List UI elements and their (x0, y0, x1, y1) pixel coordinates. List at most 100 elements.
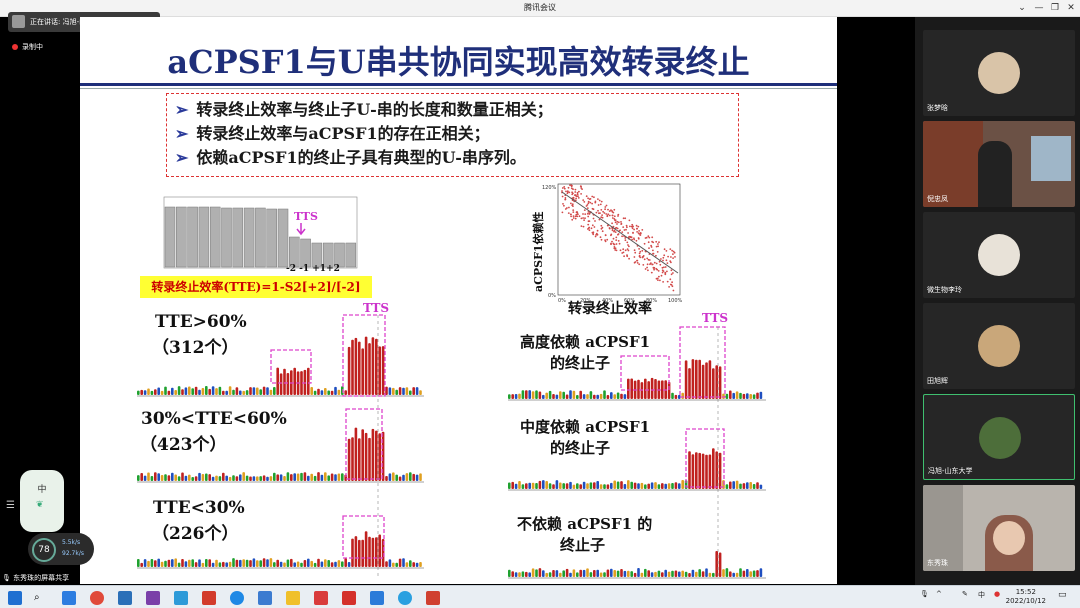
participant-tile[interactable]: 东秀珠 (923, 485, 1075, 571)
scatter-point (625, 224, 628, 227)
scatter-point (561, 190, 563, 192)
participant-tile[interactable]: 张梦晗 (923, 30, 1075, 116)
tray-up-icon[interactable]: ^ (936, 590, 942, 598)
logo-letter (279, 561, 283, 567)
scatter-point (623, 255, 625, 258)
windows-start-icon[interactable] (8, 591, 22, 605)
ime-indicator[interactable]: 中 (978, 591, 985, 599)
app-icon[interactable] (90, 591, 104, 605)
logo-letter (354, 427, 358, 481)
logo-letter (361, 429, 364, 481)
participant-tile[interactable]: 冯旭-山东大学 (923, 394, 1075, 480)
logo-letter (225, 390, 228, 395)
tray-pen-icon[interactable]: ✎ (962, 590, 968, 598)
scatter-point (577, 213, 579, 216)
logo-letter (160, 390, 164, 395)
tte-formula: 转录终止效率(TTE)=1-S2[+2]/[-2] (140, 276, 372, 298)
logo-letter (147, 560, 150, 567)
logo-letter (654, 379, 657, 399)
logo-letter (661, 483, 664, 489)
scatter-point (613, 229, 616, 232)
office-icon[interactable] (202, 591, 216, 605)
logo-letter (388, 387, 392, 395)
app-icon[interactable] (398, 591, 412, 605)
scatter-point (624, 239, 627, 242)
logo-letter (514, 394, 518, 399)
logo-letter (698, 359, 701, 399)
scatter-point (574, 188, 577, 191)
pin-icon[interactable]: ⌄ (1018, 3, 1026, 13)
participant-tile[interactable]: 倪忠凤 (923, 121, 1075, 207)
wps-icon[interactable] (342, 591, 356, 605)
scatter-point (597, 204, 600, 206)
app-icon[interactable] (258, 591, 272, 605)
recording-status[interactable]: 录制中 (12, 42, 43, 52)
logo-letter (606, 484, 610, 489)
clock[interactable]: 15:52 2022/10/12 (1006, 588, 1046, 606)
logo-letter (211, 386, 215, 395)
screen-share-status[interactable]: 🎙 东秀珠的屏幕共享 (2, 573, 69, 583)
scatter-point (621, 231, 624, 234)
date: 2022/10/12 (1005, 597, 1046, 605)
logo-letter (732, 572, 735, 577)
logo-letter (320, 561, 324, 567)
logo-letter (201, 562, 205, 567)
participant-tile[interactable]: 微生物李玲 (923, 212, 1075, 298)
logo-letter (154, 560, 157, 567)
scatter-point (671, 249, 673, 252)
logo-letter (688, 573, 691, 577)
logo-letter (725, 393, 729, 399)
scatter-point (638, 263, 641, 266)
search-icon[interactable]: ⌕ (34, 592, 40, 603)
scatter-point (592, 217, 595, 220)
restore-button[interactable]: ❐ (1050, 3, 1060, 13)
notification-icon[interactable]: ▭ (1058, 590, 1067, 600)
participant-tile[interactable]: 田旭辉 (923, 303, 1075, 389)
app-icon[interactable] (314, 591, 328, 605)
scatter-point (613, 246, 616, 248)
logo-letter (511, 481, 514, 489)
presentation-slide: aCPSF1与U串共协同实现高效转录终止 ➢ 转录终止效率与终止子U-串的长度和数… (80, 17, 837, 584)
tray-app-icon[interactable]: ● (994, 590, 1001, 598)
logo-letter (569, 481, 572, 489)
coverage-bar (266, 208, 277, 268)
logo-letter (684, 571, 688, 577)
mail-icon[interactable] (118, 591, 132, 605)
logo-letter (249, 387, 252, 395)
logo-letter (375, 338, 378, 395)
scatter-point (652, 241, 655, 244)
tencent-meeting-icon[interactable] (370, 591, 384, 605)
app-icon[interactable] (174, 591, 188, 605)
logo-letter (616, 481, 620, 489)
scatter-point (566, 192, 569, 195)
logo-letter (630, 378, 633, 399)
scatter-point (587, 211, 590, 213)
tray-mic-icon[interactable]: 🎙 (920, 590, 929, 598)
coverage-bar (187, 206, 198, 268)
app-icon[interactable] (426, 591, 440, 605)
edge-icon[interactable] (230, 591, 244, 605)
logo-letter (596, 481, 599, 489)
onenote-icon[interactable] (146, 591, 160, 605)
logo-letter (327, 475, 330, 481)
close-button[interactable]: ✕ (1067, 3, 1075, 13)
logo-letter (300, 371, 303, 395)
minimize-button[interactable]: — (1034, 3, 1044, 13)
scatter-point (610, 243, 612, 246)
menu-icon[interactable]: ☰ (6, 500, 15, 511)
folder-icon[interactable] (286, 591, 300, 605)
app-icon[interactable] (62, 591, 76, 605)
network-monitor[interactable]: 78 5.5k/s 92.7k/s (28, 533, 94, 565)
floating-widget[interactable]: 中 ❦ (20, 470, 64, 532)
logo-letter (375, 537, 378, 567)
logo-letter (239, 474, 242, 481)
logo-letter (317, 472, 320, 481)
logo-letter (283, 476, 286, 481)
tts-label-left: TTS (363, 301, 389, 315)
scatter-point (587, 200, 590, 203)
logo-letter (262, 475, 266, 481)
scatter-point (574, 191, 577, 193)
scatter-xtick: 100% (668, 298, 683, 304)
logo-letter (545, 572, 548, 577)
logo-letter (756, 570, 759, 577)
